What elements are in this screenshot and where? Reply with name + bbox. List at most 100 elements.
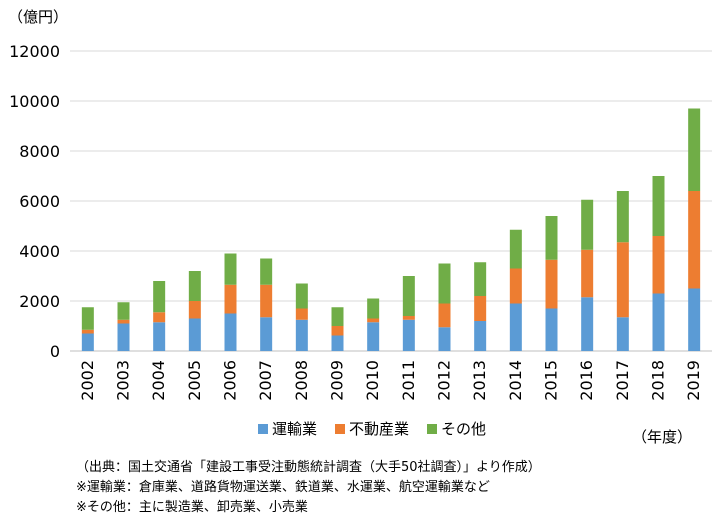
x-tick-label: 2007 [256, 360, 275, 401]
bar-segment [688, 108, 701, 191]
x-tick-label: 2015 [542, 360, 561, 401]
y-tick-label: 12000 [9, 42, 60, 61]
x-tick-label: 2002 [78, 360, 97, 401]
bar-segment [688, 191, 701, 289]
bar-segment [153, 322, 166, 351]
bar-segment [367, 298, 380, 319]
x-tick-label: 2009 [328, 360, 347, 401]
bar-segment [652, 176, 665, 236]
legend-label-transport: 運輸業 [272, 420, 318, 438]
bar-segment [81, 307, 94, 330]
bar-segment [438, 327, 451, 351]
bar-segment [295, 308, 308, 320]
x-tick-label: 2019 [684, 360, 703, 401]
bar-segment [581, 297, 594, 351]
bar-segment [474, 262, 487, 296]
y-tick-label: 0 [50, 342, 60, 361]
legend-swatch-real-estate [335, 423, 346, 434]
bar-segment [295, 283, 308, 309]
legend-item-other: その他 [427, 418, 486, 439]
x-axis-unit-label: （年度） [632, 428, 693, 446]
note-transport-definition: ※運輸業：倉庫業、道路貨物運送業、鉄道業、水運業、航空運輸業など [76, 480, 490, 495]
bar-segment [616, 191, 629, 243]
bar-segment [616, 242, 629, 318]
y-tick-label: 10000 [9, 92, 60, 111]
bar-segment [402, 319, 415, 351]
bar-segment [438, 263, 451, 304]
legend-swatch-other [427, 423, 438, 434]
bar-segment [652, 293, 665, 351]
bar-segment [117, 302, 130, 320]
bar-segment [260, 258, 273, 285]
bar-segment [509, 303, 522, 351]
bar-segment [652, 236, 665, 294]
bar-segment [367, 322, 380, 351]
bar-segment [260, 284, 273, 318]
bar-segment [331, 307, 344, 326]
bar-segment [581, 249, 594, 298]
bar-segment [474, 296, 487, 321]
y-tick-label: 8000 [19, 142, 60, 161]
bar-segment [188, 318, 201, 351]
x-tick-label: 2010 [363, 360, 382, 401]
bar-segment [367, 318, 380, 323]
bar-segment [331, 335, 344, 351]
bar-segment [616, 317, 629, 351]
bar-segment [545, 216, 558, 260]
bar-segment [545, 259, 558, 309]
bar-segment [81, 329, 94, 334]
source-notes: （出典：国土交通省「建設工事受注動態統計調査（大手50社調査）」より作成） ※運… [76, 458, 541, 518]
x-tick-label: 2012 [435, 360, 454, 401]
x-tick-label: 2017 [613, 360, 632, 401]
x-tick-label: 2003 [114, 360, 133, 401]
y-tick-label: 4000 [19, 242, 60, 261]
x-tick-label: 2011 [399, 360, 418, 401]
y-axis-unit-label: （億円） [8, 8, 69, 26]
legend-label-real-estate: 不動産業 [349, 420, 410, 438]
source-note: （出典：国土交通省「建設工事受注動態統計調査（大手50社調査）」より作成） [76, 460, 541, 475]
x-tick-label: 2016 [577, 360, 596, 401]
x-axis: 2002 2003 2004 2005 2006 2007 2008 2009 2010 2011… [78, 360, 703, 401]
bar-segment [224, 313, 237, 351]
bar-segment [331, 326, 344, 336]
y-axis: 0 2000 4000 6000 8000 10000 12000 [9, 42, 60, 361]
x-tick-label: 2006 [221, 360, 240, 401]
bar-segment [581, 199, 594, 250]
bar-segment [688, 288, 701, 351]
gridlines [70, 50, 712, 352]
x-tick-label: 2005 [185, 360, 204, 401]
bar-segment [188, 271, 201, 301]
legend: 運輸業 不動産業 その他 [258, 418, 486, 439]
legend-item-real-estate: 不動産業 [335, 418, 409, 439]
bar-segment [81, 333, 94, 351]
legend-swatch-transport [258, 423, 268, 434]
y-tick-label: 6000 [19, 192, 60, 211]
bar-segment [117, 323, 130, 351]
bar-segment [545, 308, 558, 351]
bar-segment [402, 316, 415, 320]
bar-segment [153, 312, 166, 323]
bar-segment [474, 321, 487, 351]
bar-segment [224, 253, 237, 285]
x-tick-label: 2018 [649, 360, 668, 401]
bars [81, 108, 701, 351]
x-tick-label: 2013 [470, 360, 489, 401]
x-tick-label: 2004 [149, 360, 168, 401]
note-other-definition: ※その他：主に製造業、卸売業、小売業 [76, 500, 308, 515]
legend-item-transport: 運輸業 [258, 418, 317, 439]
x-tick-label: 2008 [292, 360, 311, 401]
bar-segment [509, 229, 522, 269]
bar-segment [153, 281, 166, 313]
y-tick-label: 2000 [19, 292, 60, 311]
bar-segment [188, 301, 201, 319]
bar-segment [117, 319, 130, 324]
x-tick-label: 2014 [506, 360, 525, 401]
bar-segment [295, 319, 308, 351]
bar-segment [224, 284, 237, 314]
bar-segment [438, 303, 451, 328]
bar-segment [402, 276, 415, 316]
bar-segment [509, 268, 522, 304]
legend-label-other: その他 [441, 420, 487, 438]
bar-segment [260, 317, 273, 351]
